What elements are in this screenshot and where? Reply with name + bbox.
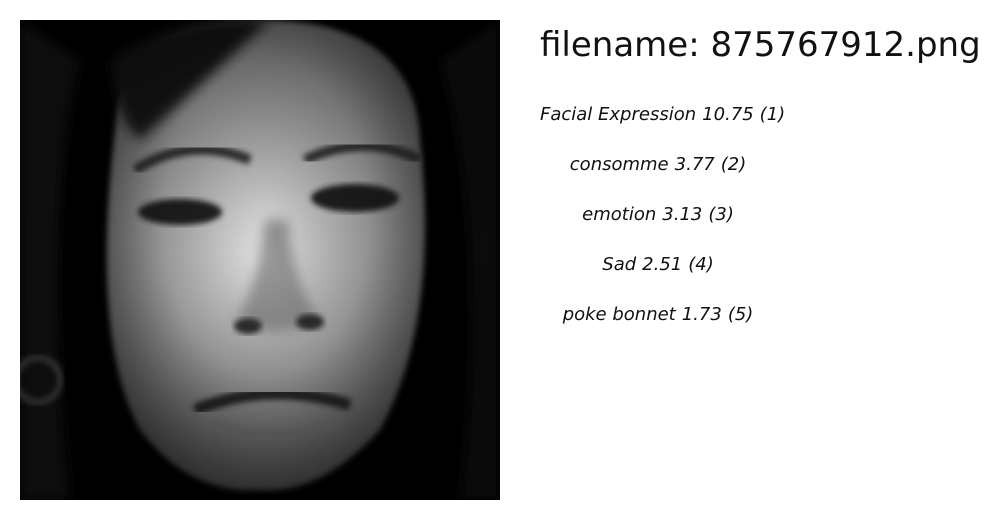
filename-title: filename: 875767912.png bbox=[540, 22, 981, 68]
label-score: 3.77 bbox=[674, 154, 715, 175]
label-name: consomme bbox=[569, 154, 669, 175]
label-item-2: consomme 3.77 (2) bbox=[540, 153, 776, 177]
label-name: poke bonnet bbox=[562, 304, 676, 325]
label-item-4: Sad 2.51 (4) bbox=[540, 253, 776, 277]
label-score: 2.51 bbox=[642, 254, 683, 275]
label-rank: (4) bbox=[688, 254, 714, 275]
filename-prefix: filename: bbox=[540, 25, 700, 65]
label-rank: (2) bbox=[720, 154, 747, 175]
label-score: 10.75 bbox=[702, 104, 754, 125]
face-photo bbox=[20, 20, 500, 500]
label-item-3: emotion 3.13 (3) bbox=[540, 203, 776, 227]
label-score: 3.13 bbox=[662, 204, 703, 225]
filename-value: 875767912.png bbox=[710, 25, 981, 65]
label-item-1: Facial Expression 10.75 (1) bbox=[540, 103, 785, 127]
label-name: Sad bbox=[602, 254, 637, 275]
label-rank: (3) bbox=[708, 204, 734, 225]
label-score: 1.73 bbox=[681, 304, 722, 325]
label-name: Facial Expression bbox=[540, 104, 697, 125]
label-item-5: poke bonnet 1.73 (5) bbox=[540, 303, 776, 327]
label-rank: (5) bbox=[727, 304, 754, 325]
label-rank: (1) bbox=[759, 104, 786, 125]
face-image bbox=[20, 20, 500, 500]
label-name: emotion bbox=[582, 204, 657, 225]
